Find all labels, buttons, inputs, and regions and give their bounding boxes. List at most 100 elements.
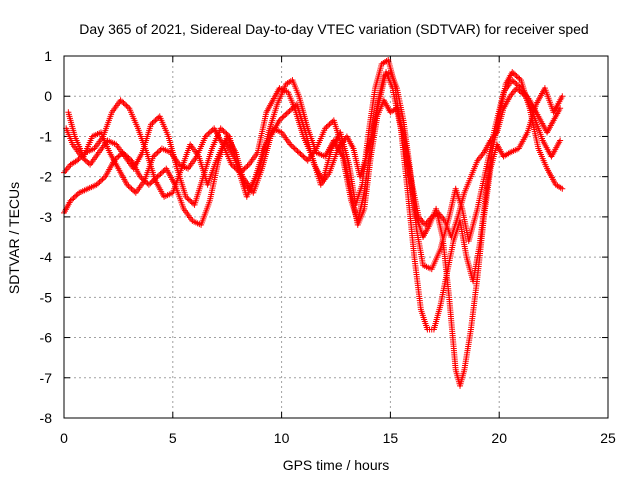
series-trace-d [65,69,564,240]
y-tick-label: -3 [40,209,53,225]
data-point [208,128,215,135]
data-point [520,91,527,98]
data-point [205,130,212,137]
data-point [188,199,195,206]
data-point [294,148,301,155]
x-tick-label: 20 [491,430,507,446]
data-point [138,175,145,182]
data-point [231,164,238,171]
data-point [279,114,286,121]
data-point [326,121,333,128]
data-point [234,166,241,173]
data-point [187,197,194,204]
data-point [512,71,519,78]
data-point [121,101,128,108]
data-point [124,103,131,110]
x-tick-label: 25 [600,430,616,446]
data-point [557,137,564,144]
data-point [151,152,158,159]
data-point [150,118,157,125]
data-point [277,116,284,123]
y-tick-label: -1 [40,128,53,144]
data-point [156,148,163,155]
x-tick-label: 0 [60,430,68,446]
data-point [280,113,287,120]
data-point [300,153,307,160]
data-point [202,133,209,140]
data-point [68,196,75,203]
data-point [152,117,159,124]
data-point [82,157,89,164]
data-point [145,181,152,188]
data-point [285,109,292,116]
x-axis-label: GPS time / hours [283,457,390,473]
data-point [230,162,237,169]
data-point [149,120,156,127]
data-point [516,75,523,82]
data-point [517,89,524,96]
data-point [148,179,155,186]
data-point [512,79,519,86]
data-point [286,107,293,114]
data-point [158,169,165,176]
data-point [71,193,78,200]
data-point [276,117,283,124]
data-point [153,175,160,182]
data-point [510,78,517,85]
data-point [559,93,566,100]
data-point [240,166,247,173]
data-point [119,98,126,105]
data-point [559,185,566,192]
x-tick-label: 15 [383,430,399,446]
data-point [287,141,294,148]
data-point [84,158,91,165]
data-point [93,181,100,188]
data-point [223,130,230,137]
data-point [237,169,244,176]
data-point [157,170,164,177]
data-point [67,197,74,204]
data-point [228,161,235,168]
data-point [283,110,290,117]
data-point [282,111,289,118]
x-tick-label: 10 [274,430,290,446]
data-point [509,77,516,84]
data-point [74,191,81,198]
data-point [148,121,155,128]
data-point [513,85,520,92]
data-point [137,173,144,180]
data-point [203,132,210,139]
data-point [151,176,158,183]
data-point [127,184,134,191]
data-point [154,173,161,180]
data-point [222,129,229,136]
data-point [70,195,77,202]
data-point [117,97,124,104]
data-point [244,184,251,191]
data-point [115,153,122,160]
data-point [243,164,250,171]
data-point [296,149,303,156]
data-point [150,153,157,160]
data-point [515,86,522,93]
data-point [322,125,329,132]
data-point [123,102,130,109]
data-point [293,146,300,153]
data-point [74,157,81,164]
data-point [301,154,308,161]
data-point [297,150,304,157]
data-point [128,185,135,192]
data-point [206,129,213,136]
data-points [61,57,566,389]
y-tick-label: -6 [40,330,53,346]
data-point [150,177,157,184]
data-point [73,192,80,199]
data-point [100,175,107,182]
data-point [509,69,516,76]
data-point [219,126,226,133]
y-tick-label: 1 [44,48,52,64]
data-point [241,165,248,172]
